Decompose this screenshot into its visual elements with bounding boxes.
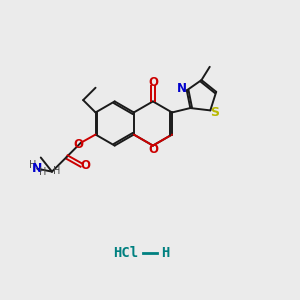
Text: N: N xyxy=(177,82,187,95)
Text: O: O xyxy=(81,159,91,172)
Text: S: S xyxy=(211,106,220,119)
Text: O: O xyxy=(148,76,158,89)
Text: H: H xyxy=(53,166,61,176)
Text: HCl: HCl xyxy=(113,246,138,260)
Text: H: H xyxy=(161,246,170,260)
Text: O: O xyxy=(148,143,158,156)
Text: H: H xyxy=(39,167,46,177)
Text: O: O xyxy=(74,138,83,151)
Text: N: N xyxy=(32,162,42,175)
Text: H: H xyxy=(28,160,36,170)
